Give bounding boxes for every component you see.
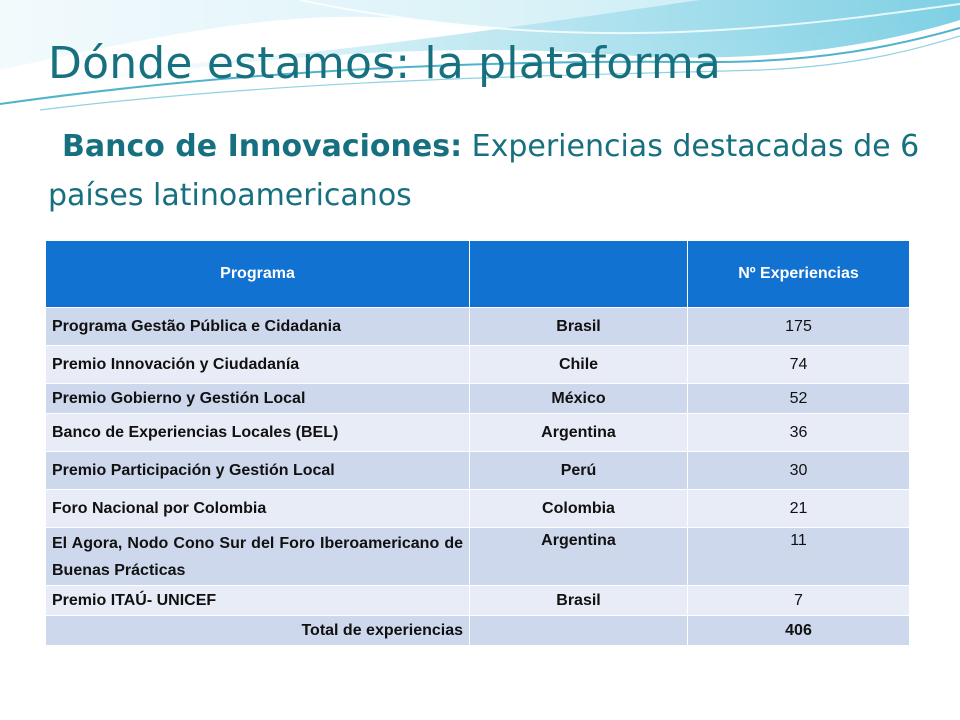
table-row: Premio Participación y Gestión Local Per… [45,451,910,490]
table-row: Premio Gobierno y Gestión Local México 5… [45,383,910,414]
cell-program: Premio Gobierno y Gestión Local [45,383,470,414]
cell-country: Chile [469,345,688,384]
cell-program: Premio ITAÚ- UNICEF [45,585,470,616]
cell-country: Brasil [469,307,688,346]
cell-total-country [469,615,688,646]
cell-count: 7 [687,585,910,616]
subtitle-bold: Banco de Innovaciones: [62,129,463,164]
table-total-row: Total de experiencias 406 [45,615,910,646]
cell-country: Argentina [469,413,688,452]
table-row: Programa Gestão Pública e Cidadania Bras… [45,307,910,346]
cell-country: Perú [469,451,688,490]
table-row: El Agora, Nodo Cono Sur del Foro Iberoam… [45,527,910,586]
cell-country: Colombia [469,489,688,528]
header-experiencias: Nº Experiencias [687,240,910,308]
cell-count: 36 [687,413,910,452]
cell-country: México [469,383,688,414]
cell-program: Foro Nacional por Colombia [45,489,470,528]
table-row: Premio Innovación y Ciudadanía Chile 74 [45,345,910,384]
cell-program: Banco de Experiencias Locales (BEL) [45,413,470,452]
table-row: Premio ITAÚ- UNICEF Brasil 7 [45,585,910,616]
experiences-table: Programa Nº Experiencias Programa Gestão… [45,240,910,646]
cell-program: Premio Participación y Gestión Local [45,451,470,490]
cell-count: 52 [687,383,910,414]
table-header-row: Programa Nº Experiencias [45,240,910,308]
table-row: Foro Nacional por Colombia Colombia 21 [45,489,910,528]
cell-country: Argentina [469,527,688,586]
subtitle-text: Experiencias destacadas de 6 países lati… [48,129,920,213]
cell-count: 11 [687,527,910,586]
cell-program: El Agora, Nodo Cono Sur del Foro Iberoam… [45,527,470,586]
wave-decoration [0,0,960,111]
cell-total-label: Total de experiencias [45,615,470,646]
cell-count: 175 [687,307,910,346]
slide-subtitle: Banco de Innovaciones: Experiencias dest… [48,122,928,220]
cell-count: 30 [687,451,910,490]
cell-count: 21 [687,489,910,528]
cell-country: Brasil [469,585,688,616]
cell-program: Premio Innovación y Ciudadanía [45,345,470,384]
table-row: Banco de Experiencias Locales (BEL) Arge… [45,413,910,452]
cell-count: 74 [687,345,910,384]
header-programa: Programa [45,240,470,308]
slide-title: Dónde estamos: la plataforma [48,38,722,89]
cell-total-count: 406 [687,615,910,646]
cell-program: Programa Gestão Pública e Cidadania [45,307,470,346]
header-country [469,240,688,308]
